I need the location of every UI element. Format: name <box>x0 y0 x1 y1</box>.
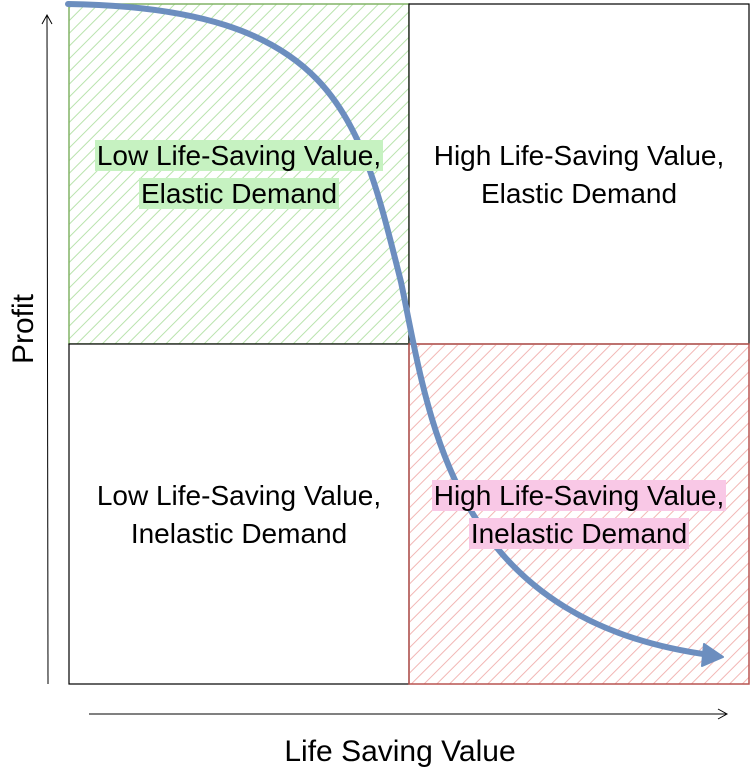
top-left-label-line2: Elastic Demand <box>138 178 340 209</box>
quadrant-top-left <box>68 3 410 345</box>
top-right-label: High Life-Saving Value, Elastic Demand <box>409 137 749 213</box>
top-left-label: Low Life-Saving Value, Elastic Demand <box>69 137 409 213</box>
bottom-right-label-line1: High Life-Saving Value, <box>431 480 727 511</box>
quadrant-top-right <box>408 3 750 345</box>
quadrant-bottom-right <box>408 343 750 685</box>
top-right-label-line1: High Life-Saving Value, <box>433 140 725 171</box>
y-axis-title: Profit <box>7 293 40 364</box>
bottom-left-label-line2: Inelastic Demand <box>130 518 348 549</box>
trend-curve-arrowhead <box>701 643 724 667</box>
y-axis-arrowhead <box>41 13 53 25</box>
bottom-left-label-line1: Low Life-Saving Value, <box>96 480 382 511</box>
x-axis-title: Life Saving Value <box>284 735 515 768</box>
bottom-left-label: Low Life-Saving Value, Inelastic Demand <box>69 477 409 553</box>
bottom-right-label: High Life-Saving Value, Inelastic Demand <box>409 477 749 553</box>
trend-curve <box>65 1 713 658</box>
y-axis-line <box>46 15 49 685</box>
quadrant-bottom-left <box>68 343 410 685</box>
x-axis-arrowhead <box>717 708 729 720</box>
bottom-right-label-line2: Inelastic Demand <box>468 518 690 549</box>
top-right-label-line2: Elastic Demand <box>480 178 678 209</box>
top-left-label-line1: Low Life-Saving Value, <box>94 140 384 171</box>
